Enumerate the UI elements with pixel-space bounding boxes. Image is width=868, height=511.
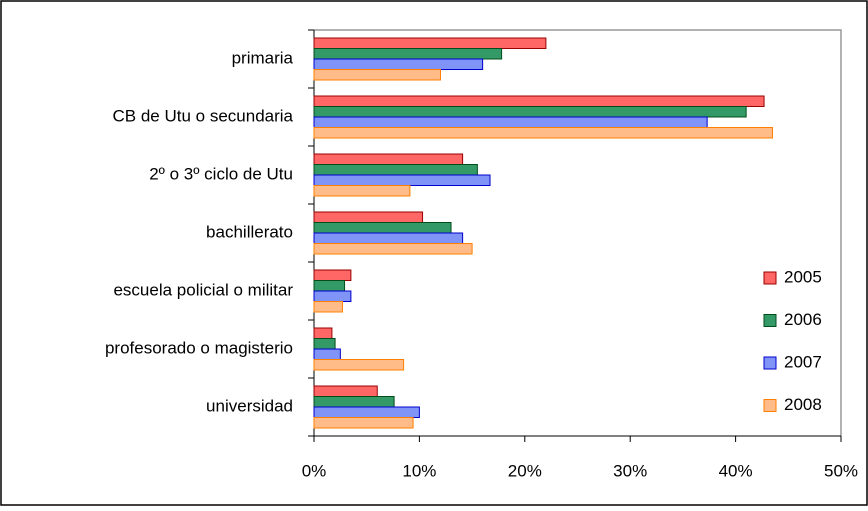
- bar: [313, 174, 491, 186]
- y-tick-label: profesorado o magisterio: [105, 338, 293, 357]
- bar: [313, 359, 405, 371]
- bar: [313, 301, 343, 313]
- x-tick-label: 40%: [719, 461, 753, 480]
- bar: [313, 338, 336, 350]
- y-tick-label: primaria: [232, 48, 294, 67]
- y-tick-label: 2º o 3º ciclo de Utu: [149, 164, 293, 183]
- bar: [313, 185, 411, 197]
- plot-border: [314, 29, 842, 436]
- x-tick-label: 50%: [824, 461, 858, 480]
- legend-swatch: [763, 356, 777, 370]
- legend-swatch: [763, 399, 777, 412]
- x-tick-label: 10%: [402, 461, 436, 480]
- bar: [313, 127, 773, 139]
- x-tick-label: 20%: [508, 461, 542, 480]
- bar: [313, 269, 352, 281]
- legend-swatch: [763, 314, 777, 327]
- legend-label: 2005: [784, 267, 822, 286]
- legend-label: 2006: [784, 310, 822, 329]
- bar: [313, 69, 441, 81]
- legend-label: 2007: [784, 352, 822, 371]
- y-tick-label: escuela policial o militar: [113, 280, 293, 299]
- bar: [313, 348, 341, 360]
- bar: [313, 396, 395, 408]
- y-tick-label: universidad: [206, 396, 293, 415]
- bar: [313, 106, 747, 118]
- bar: [313, 48, 503, 60]
- bar: [313, 243, 473, 255]
- bar: [313, 164, 478, 176]
- legend-label: 2008: [784, 395, 822, 414]
- bar: [313, 153, 464, 165]
- bar: [313, 37, 547, 49]
- bar: [313, 406, 420, 418]
- bar: [313, 290, 352, 302]
- bar: [313, 280, 346, 292]
- x-tick-label: 30%: [613, 461, 647, 480]
- bar: [313, 211, 424, 223]
- x-tick-label: 0%: [302, 461, 327, 480]
- bar: [313, 95, 765, 107]
- bar: [313, 222, 452, 234]
- bar: [313, 58, 484, 70]
- y-tick-label: bachillerato: [206, 222, 293, 241]
- bar: [313, 327, 333, 339]
- bar: [313, 417, 414, 429]
- legend-swatch: [763, 271, 777, 285]
- bar: [313, 385, 378, 397]
- bar: [313, 232, 464, 244]
- bar: [313, 116, 708, 128]
- y-tick-label: CB de Utu o secundaria: [113, 106, 294, 125]
